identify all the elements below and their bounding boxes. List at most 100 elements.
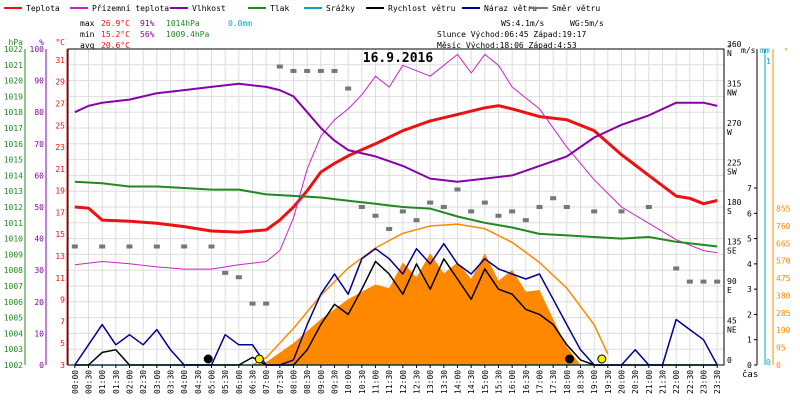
wind-direction-mark xyxy=(222,270,229,275)
wind-tick-label: 3 xyxy=(747,285,752,294)
hpa-tick-label: 1012 xyxy=(4,203,23,212)
x-tick-label: 18:00 xyxy=(563,370,572,394)
series-line xyxy=(74,180,718,248)
x-tick-label: 19:30 xyxy=(604,370,613,394)
hpa-tick-label: 1014 xyxy=(4,171,23,180)
direction-tick-label: 0 xyxy=(727,356,732,365)
direction-tick-label: 180 xyxy=(727,198,742,207)
info-wg: WG:5m/s xyxy=(570,19,604,28)
percent-tick-label: 20 xyxy=(34,298,44,307)
wind-direction-mark xyxy=(304,68,311,73)
x-tick-label: 14:00 xyxy=(454,370,463,394)
wind-tick-label: 7 xyxy=(747,184,752,193)
wind-direction-mark xyxy=(181,244,188,249)
x-tick-label: 07:30 xyxy=(276,370,285,394)
wind-tick-label: 2 xyxy=(747,310,752,319)
stats-press: 1009.4hPa xyxy=(166,30,210,39)
wind-direction-mark xyxy=(126,244,133,249)
wind-tick-label: 0 xyxy=(747,361,752,370)
celsius-tick-label: 17 xyxy=(55,208,65,217)
rain-tick-label: 0 xyxy=(766,358,771,367)
wind-direction-mark xyxy=(509,209,516,214)
solar-tick-label: 570 xyxy=(776,257,791,266)
hpa-tick-label: 1006 xyxy=(4,298,23,307)
direction-tick-label: 315 xyxy=(727,80,742,89)
wind-tick-label: 6 xyxy=(747,209,752,218)
direction-tick-label: NW xyxy=(727,89,737,98)
x-tick-label: 10:00 xyxy=(344,370,353,394)
info-ws: WS:4.1m/s xyxy=(501,19,545,28)
solar-area xyxy=(252,253,581,365)
legend-label: Přízemní teplota xyxy=(92,4,169,13)
percent-tick-label: 90 xyxy=(34,77,44,86)
solar-tick-label: 95 xyxy=(776,344,786,353)
wind-tick-label: 1 xyxy=(747,336,752,345)
wind-direction-mark xyxy=(700,279,707,284)
x-tick-label: 21:30 xyxy=(659,370,668,394)
hpa-tick-label: 1004 xyxy=(4,329,23,338)
rain-tick-label: 1 xyxy=(766,57,771,66)
x-tick-label: 09:30 xyxy=(331,370,340,394)
celsius-tick-label: 15 xyxy=(55,230,65,239)
stats-temp: 15.2°C xyxy=(101,30,130,39)
hpa-tick-label: 1022 xyxy=(4,45,23,54)
wind-tick-label: 5 xyxy=(747,235,752,244)
wind-direction-mark xyxy=(550,196,557,201)
direction-tick-label: SW xyxy=(727,168,737,177)
percent-tick-label: 80 xyxy=(34,108,44,117)
wind-direction-mark xyxy=(440,205,447,209)
wind-tick-label: 4 xyxy=(747,260,752,269)
hpa-tick-label: 1016 xyxy=(4,140,23,149)
wind-direction-mark xyxy=(208,244,215,249)
wind-direction-mark xyxy=(290,68,297,73)
x-tick-label: 15:30 xyxy=(495,370,504,394)
hpa-tick-label: 1007 xyxy=(4,282,23,291)
hpa-tick-label: 1010 xyxy=(4,235,23,244)
direction-tick-label: 360 xyxy=(727,40,742,49)
wind-axis-label: m/s xyxy=(741,46,756,55)
celsius-tick-label: 29 xyxy=(55,78,65,87)
stats-press: 1014hPa xyxy=(166,19,200,28)
legend-label: Rychlost větru xyxy=(388,4,456,13)
percent-tick-label: 60 xyxy=(34,171,44,180)
celsius-tick-label: 23 xyxy=(55,143,65,152)
x-tick-label: 04:00 xyxy=(180,370,189,394)
x-tick-label: 13:30 xyxy=(440,370,449,394)
wind-direction-mark xyxy=(386,226,393,231)
wind-direction-mark xyxy=(454,187,461,192)
legend-label: Srážky xyxy=(326,4,355,13)
wind-direction-mark xyxy=(263,301,270,306)
stats-hum: 56% xyxy=(140,30,155,39)
solar-tick-label: 855 xyxy=(776,205,791,214)
solar-tick-label: 380 xyxy=(776,291,791,300)
celsius-tick-label: 27 xyxy=(55,99,65,108)
wind-direction-mark xyxy=(249,301,256,306)
wind-direction-mark xyxy=(71,244,78,249)
info-sun: Slunce Východ:06:45 Západ:19:17 xyxy=(437,30,586,39)
x-tick-label: 06:30 xyxy=(249,370,258,394)
celsius-tick-label: 13 xyxy=(55,252,65,261)
wind-direction-mark xyxy=(413,218,420,223)
x-tick-label: 04:30 xyxy=(194,370,203,394)
wind-direction-mark xyxy=(372,213,379,218)
chart-title: 16.9.2016 xyxy=(363,51,434,66)
legend-label: Vlhkost xyxy=(192,4,226,13)
x-tick-label: 10:30 xyxy=(358,370,367,394)
x-tick-label: 14:30 xyxy=(467,370,476,394)
percent-tick-label: 70 xyxy=(34,140,44,149)
wind-direction-mark xyxy=(563,205,570,209)
wind-direction-mark xyxy=(331,68,338,73)
celsius-tick-label: 21 xyxy=(55,165,65,174)
hpa-tick-label: 1013 xyxy=(4,187,23,196)
wind-direction-mark xyxy=(399,209,406,214)
hpa-tick-label: 1015 xyxy=(4,156,23,165)
percent-tick-label: 10 xyxy=(34,329,44,338)
direction-tick-label: 225 xyxy=(727,159,742,168)
wind-direction-mark xyxy=(673,266,680,271)
wind-direction-mark xyxy=(481,200,488,205)
x-tick-label: 23:00 xyxy=(700,370,709,394)
solar-tick-label: 0 xyxy=(776,361,781,370)
x-axis-label: čas xyxy=(742,369,758,380)
series-line xyxy=(74,53,718,270)
stats-label: max xyxy=(80,19,95,28)
